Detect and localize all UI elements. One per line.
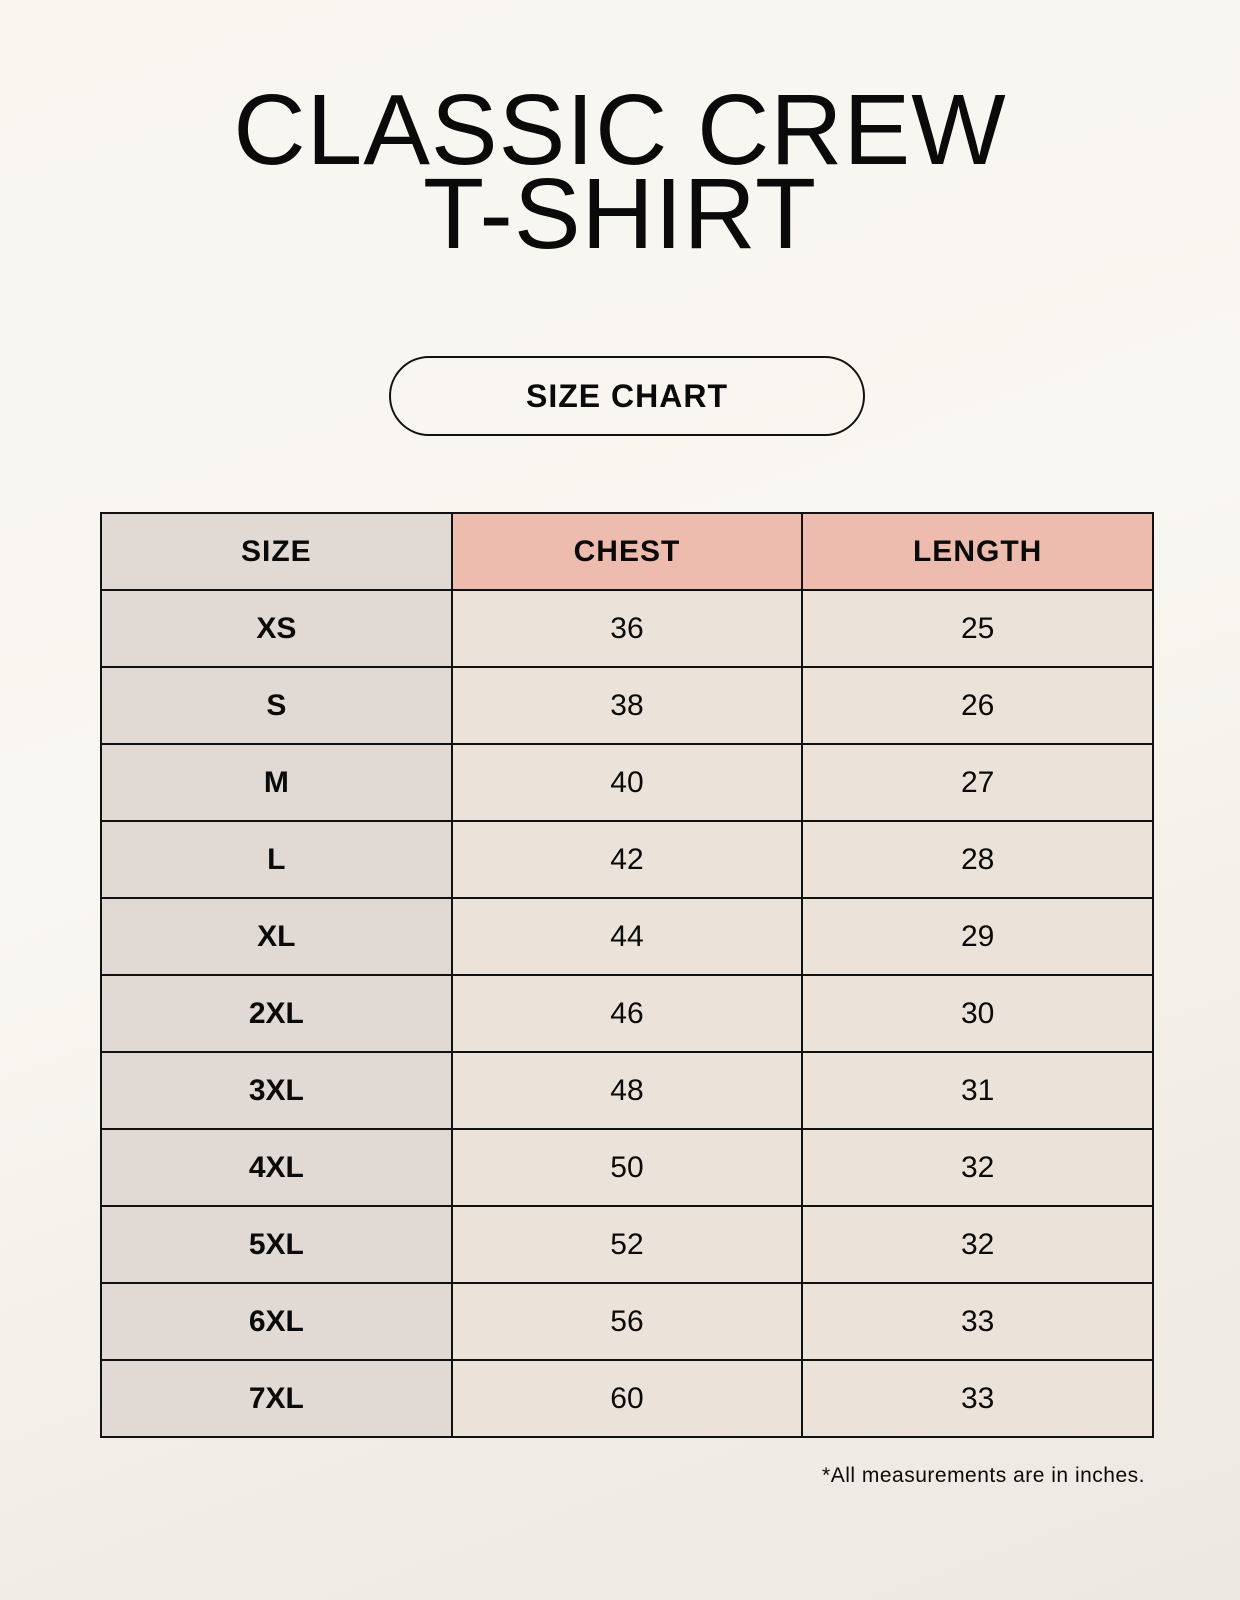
size-cell: 2XL [100,974,453,1053]
length-cell: 28 [801,820,1154,899]
page-title: CLASSIC CREW T-SHIRT [0,74,1240,270]
size-cell: 6XL [100,1282,453,1361]
length-cell: 31 [801,1051,1154,1130]
table-row: 3XL 48 31 [100,1051,1154,1130]
length-cell: 29 [801,897,1154,976]
length-cell: 25 [801,589,1154,668]
header-length: LENGTH [801,512,1154,591]
size-cell: S [100,666,453,745]
table-row: S 38 26 [100,666,1154,745]
length-cell: 32 [801,1205,1154,1284]
size-cell: M [100,743,453,822]
chest-cell: 56 [450,1282,804,1361]
chest-cell: 40 [450,743,804,822]
table-row: 5XL 52 32 [100,1205,1154,1284]
header-size: SIZE [100,512,453,591]
table-row: XL 44 29 [100,897,1154,976]
chest-cell: 46 [450,974,804,1053]
chest-cell: 38 [450,666,804,745]
footnote: *All measurements are in inches. [822,1464,1145,1487]
length-cell: 27 [801,743,1154,822]
size-chart-badge: SIZE CHART [389,356,865,436]
size-cell: 4XL [100,1128,453,1207]
length-cell: 26 [801,666,1154,745]
size-cell: XL [100,897,453,976]
size-cell: L [100,820,453,899]
table-row: M 40 27 [100,743,1154,822]
size-table: SIZE CHEST LENGTH XS 36 25 S 38 26 M 40 27 L 42 28 X… [100,512,1154,1438]
title-line-1: CLASSIC CREW [233,74,1007,186]
chest-cell: 36 [450,589,804,668]
length-cell: 32 [801,1128,1154,1207]
table-row: 6XL 56 33 [100,1282,1154,1361]
length-cell: 33 [801,1359,1154,1438]
chest-cell: 48 [450,1051,804,1130]
table-row: L 42 28 [100,820,1154,899]
size-cell: 7XL [100,1359,453,1438]
table-header-row: SIZE CHEST LENGTH [100,512,1154,591]
chest-cell: 50 [450,1128,804,1207]
table-row: 7XL 60 33 [100,1359,1154,1438]
size-cell: XS [100,589,453,668]
chest-cell: 42 [450,820,804,899]
title-line-2: T-SHIRT [422,158,818,270]
length-cell: 30 [801,974,1154,1053]
table-row: 4XL 50 32 [100,1128,1154,1207]
length-cell: 33 [801,1282,1154,1361]
chest-cell: 44 [450,897,804,976]
size-cell: 5XL [100,1205,453,1284]
table-row: XS 36 25 [100,589,1154,668]
chest-cell: 60 [450,1359,804,1438]
header-chest: CHEST [450,512,804,591]
table-row: 2XL 46 30 [100,974,1154,1053]
size-cell: 3XL [100,1051,453,1130]
chest-cell: 52 [450,1205,804,1284]
